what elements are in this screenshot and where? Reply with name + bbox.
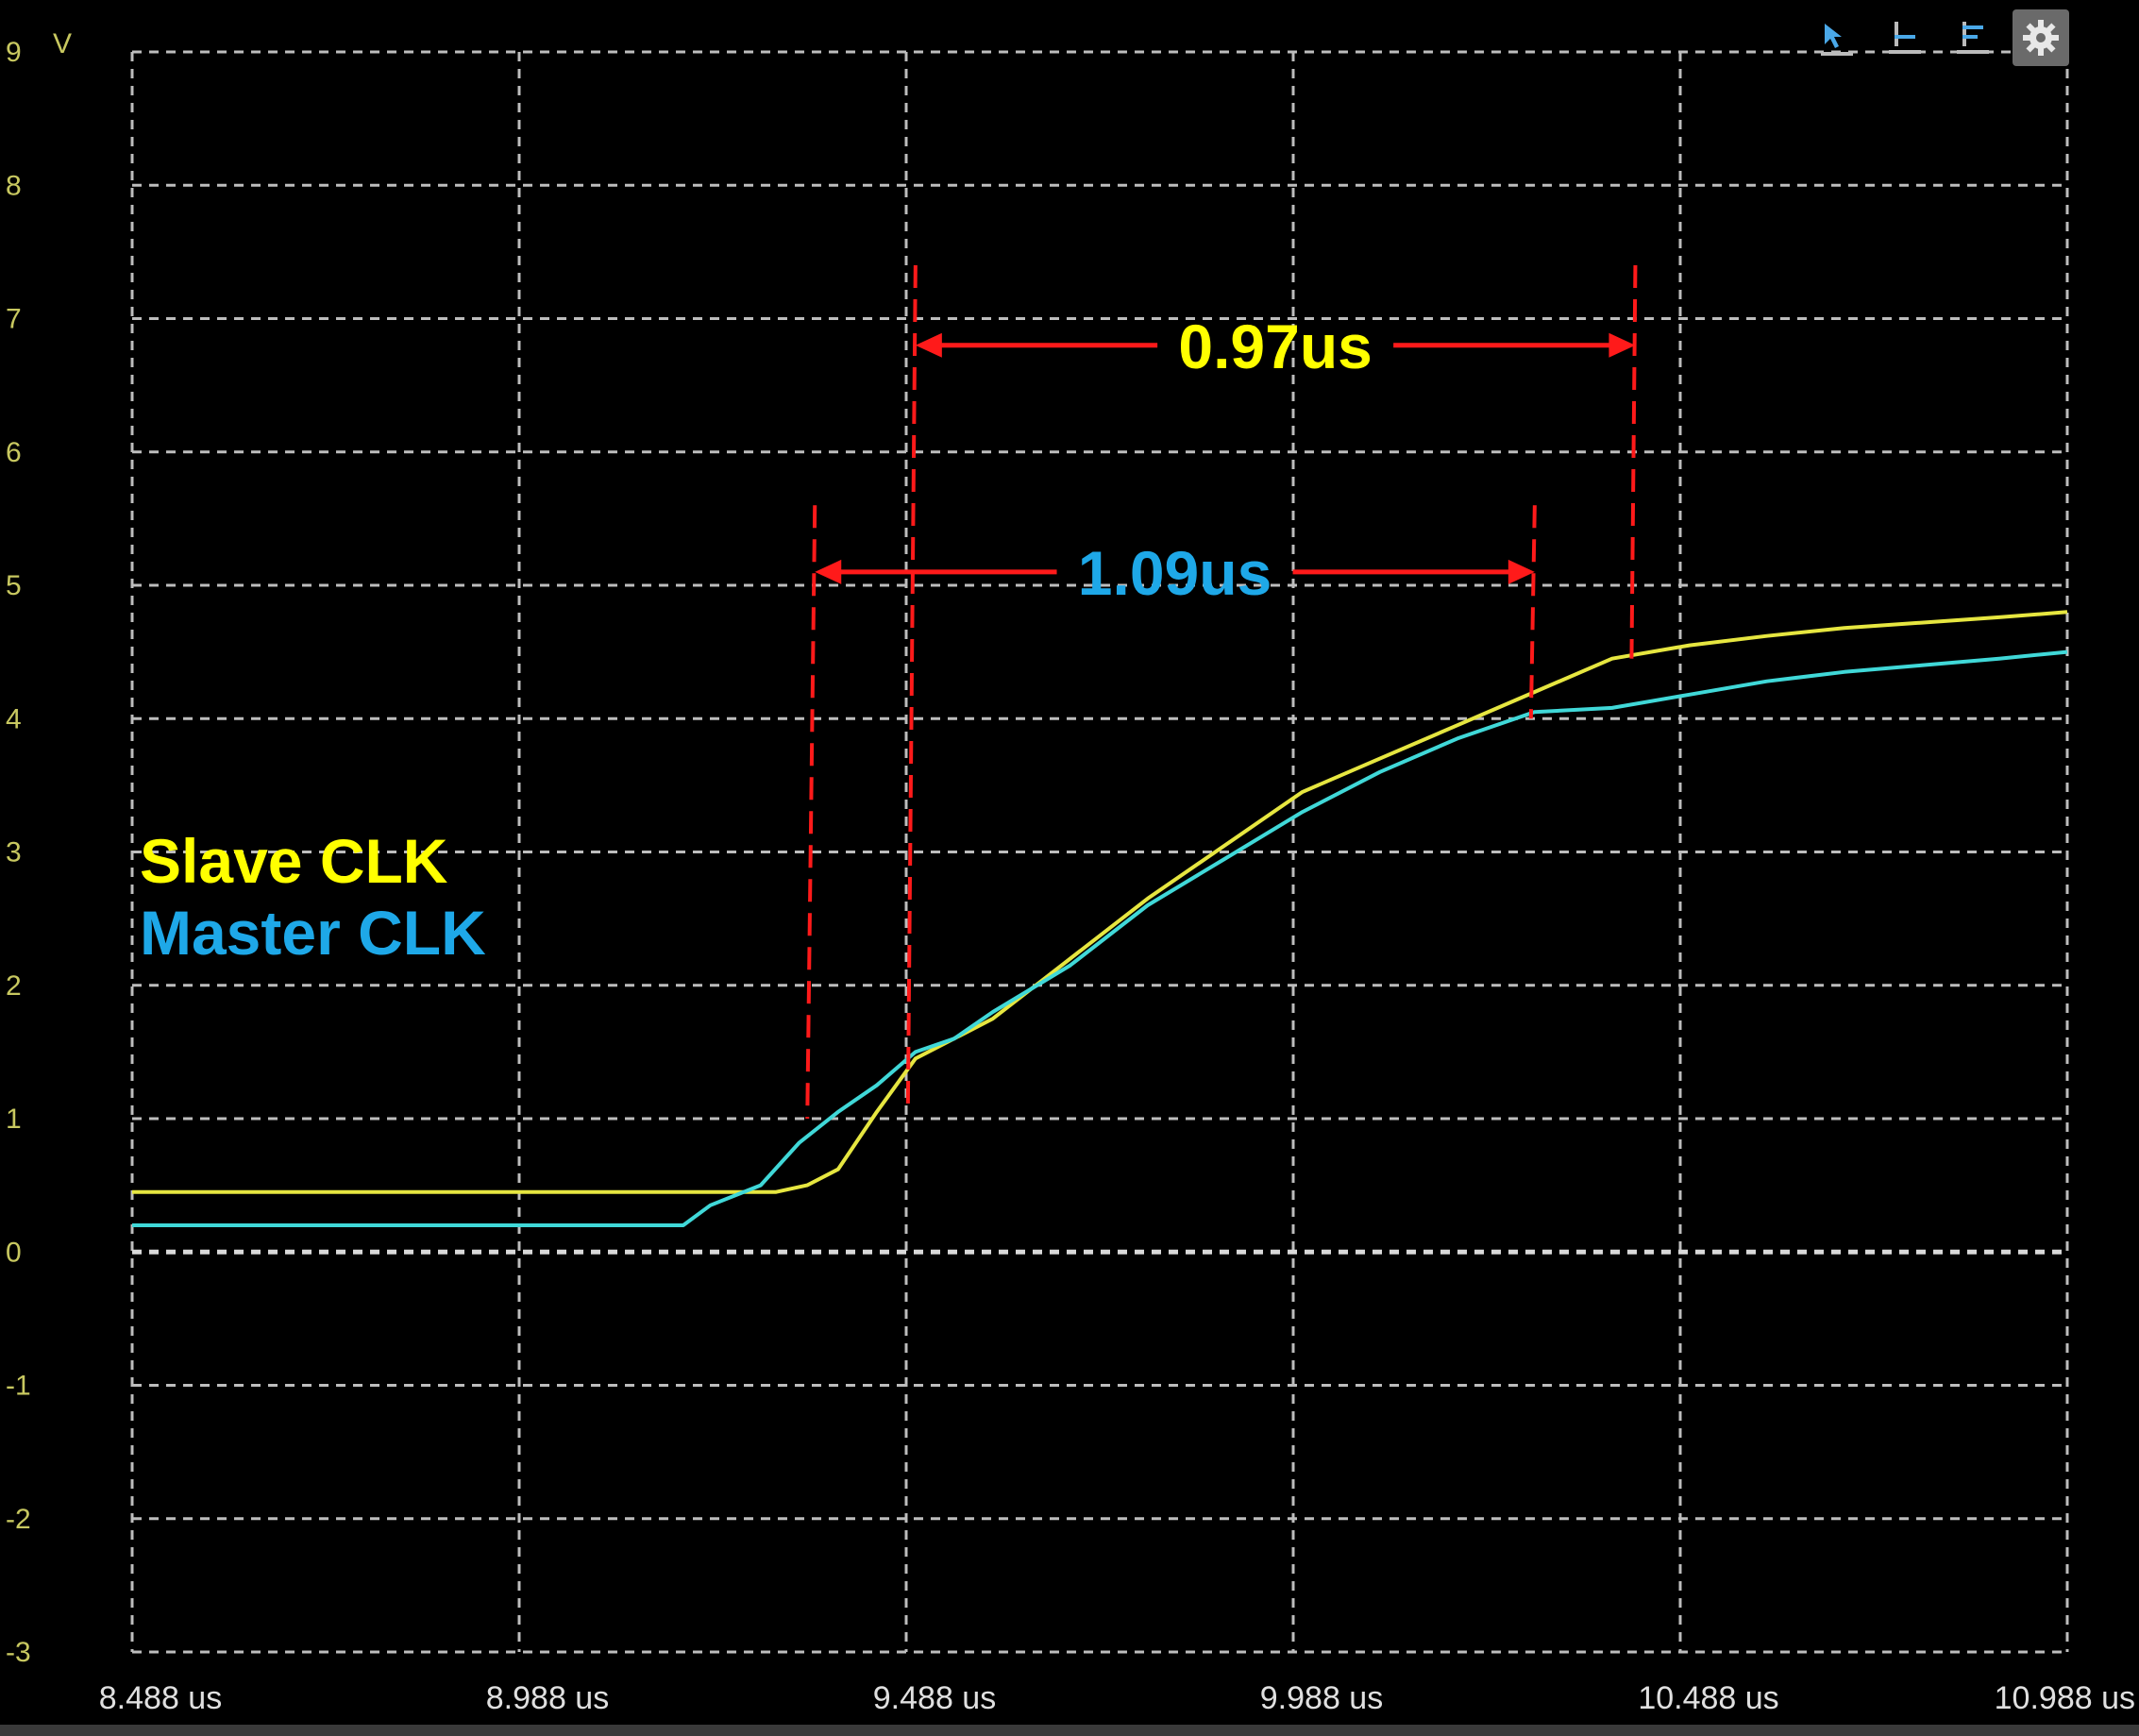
status-bar	[0, 1725, 2139, 1736]
y-tick-label: 9	[6, 37, 22, 68]
x-tick-label: 9.988 us	[1260, 1680, 1383, 1716]
y-tick-label: 8	[6, 170, 22, 201]
y-tick-label: -2	[6, 1504, 31, 1535]
y-tick-label: 6	[6, 437, 22, 468]
gear-icon	[2023, 20, 2059, 56]
y-tick-label: 7	[6, 304, 22, 335]
y-tick-label: 1	[6, 1104, 22, 1135]
series-line-master-clk	[132, 649, 2068, 1227]
y-tick-label: 0	[6, 1237, 22, 1268]
measurement-label: 1.09us	[1078, 538, 1272, 608]
measurement-annotations: 0.97us 1.09us	[805, 264, 1638, 1120]
marker-list-button[interactable]	[1945, 9, 2001, 66]
x-tick-label: 10.988 us	[1995, 1680, 2135, 1716]
arrowhead-left	[815, 559, 842, 584]
measurement-master: 1.09us	[805, 505, 1537, 1120]
cursor-select-icon	[1821, 24, 1853, 56]
marker-list-icon	[1957, 22, 1989, 54]
series-line-slave-clk	[132, 610, 2068, 1194]
y-tick-label: -1	[6, 1371, 31, 1402]
y-axis-label: V	[53, 28, 72, 59]
arrowhead-left	[915, 332, 942, 358]
y-tick-label: 3	[6, 837, 22, 868]
arrowhead-right	[1507, 559, 1535, 584]
legend-entry: Master CLK	[140, 898, 486, 968]
cursor-line-start	[805, 505, 817, 1120]
y-tick-label: 5	[6, 570, 22, 601]
marker-button[interactable]	[1877, 9, 1933, 66]
x-tick-label: 9.488 us	[873, 1680, 996, 1716]
x-tick-labels: 8.488 us 8.988 us 9.488 us 9.988 us 10.488 u…	[99, 1680, 2135, 1716]
y-tick-label: -3	[6, 1637, 31, 1668]
cursor-line-start	[905, 264, 918, 1105]
cursor-line-end	[1528, 505, 1537, 719]
toolbar	[1809, 9, 2069, 66]
y-tick-label: 2	[6, 970, 22, 1002]
measurement-label: 0.97us	[1178, 312, 1372, 381]
settings-button[interactable]	[2013, 9, 2069, 66]
y-tick-label: 4	[6, 703, 22, 734]
marker-icon	[1889, 22, 1921, 54]
measurement-slave: 0.97us	[905, 264, 1638, 1105]
arrowhead-right	[1608, 332, 1636, 358]
x-tick-label: 8.988 us	[486, 1680, 609, 1716]
x-tick-label: 8.488 us	[99, 1680, 222, 1716]
cursor-line-end	[1629, 264, 1638, 659]
series-traces	[132, 610, 2068, 1227]
legend-entry: Slave CLK	[140, 826, 448, 896]
grid	[130, 50, 2069, 1654]
x-tick-label: 10.488 us	[1638, 1680, 1778, 1716]
y-tick-labels: 9 8 7 6 5 4 3 2 1 0 -1 -2 -3	[6, 37, 31, 1668]
cursor-select-button[interactable]	[1809, 9, 1865, 66]
